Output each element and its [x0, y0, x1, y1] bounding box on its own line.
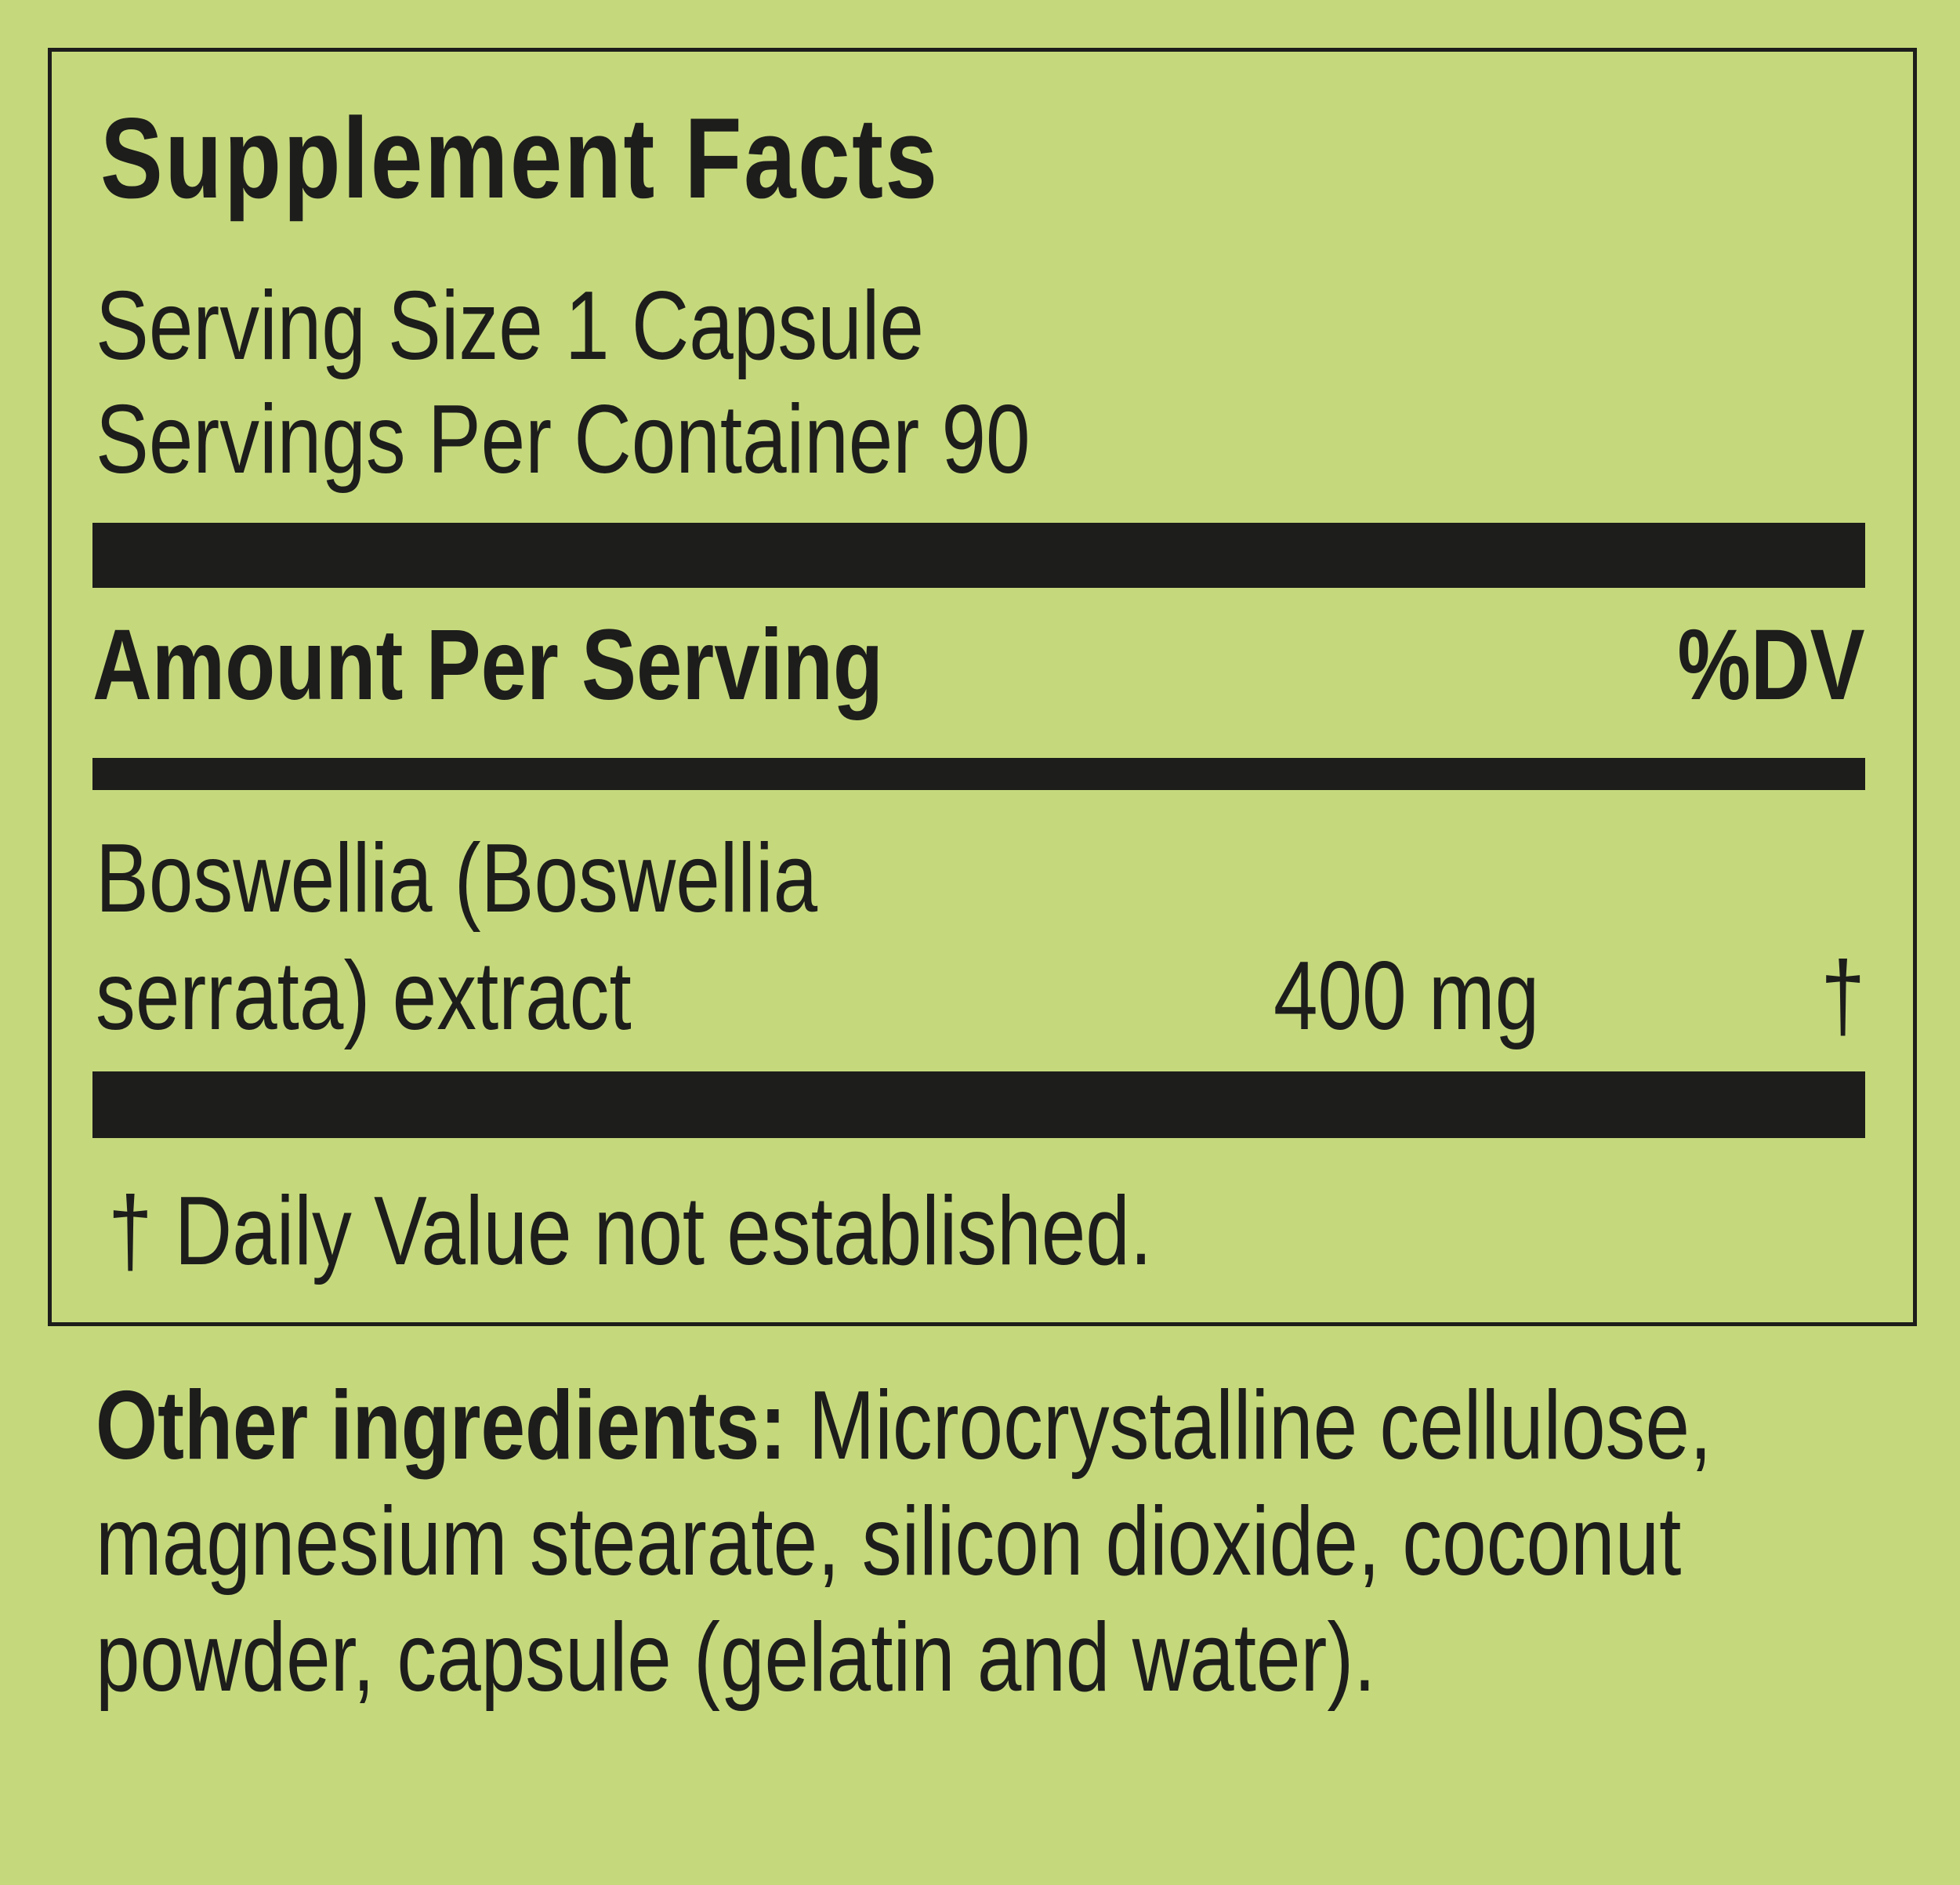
- daily-value-label: %DV: [1677, 609, 1865, 721]
- divider: [92, 758, 1865, 790]
- supplement-facts-panel: [48, 48, 1917, 1326]
- thick-divider-bottom: [92, 1071, 1865, 1138]
- footnote: † Daily Value not established.: [108, 1177, 1153, 1285]
- panel-title: Supplement Facts: [100, 94, 940, 222]
- servings-per-container: Servings Per Container 90: [96, 386, 1031, 494]
- ingredient-name-line2: serrata) extract: [96, 942, 632, 1050]
- other-ingredients-text: Microcrystalline cellulose, magnesium st…: [96, 1372, 1712, 1712]
- other-ingredients: Other ingredients: Microcrystalline cell…: [96, 1368, 1863, 1716]
- other-ingredients-label: Other ingredients:: [96, 1372, 787, 1480]
- serving-size: Serving Size 1 Capsule: [96, 272, 924, 380]
- ingredient-amount: 400 mg: [1273, 942, 1540, 1050]
- ingredient-dv: †: [1821, 942, 1865, 1050]
- amount-per-serving-label: Amount Per Serving: [92, 609, 883, 721]
- thick-divider: [92, 523, 1865, 588]
- ingredient-name-line1: Boswellia (Boswellia: [96, 825, 818, 933]
